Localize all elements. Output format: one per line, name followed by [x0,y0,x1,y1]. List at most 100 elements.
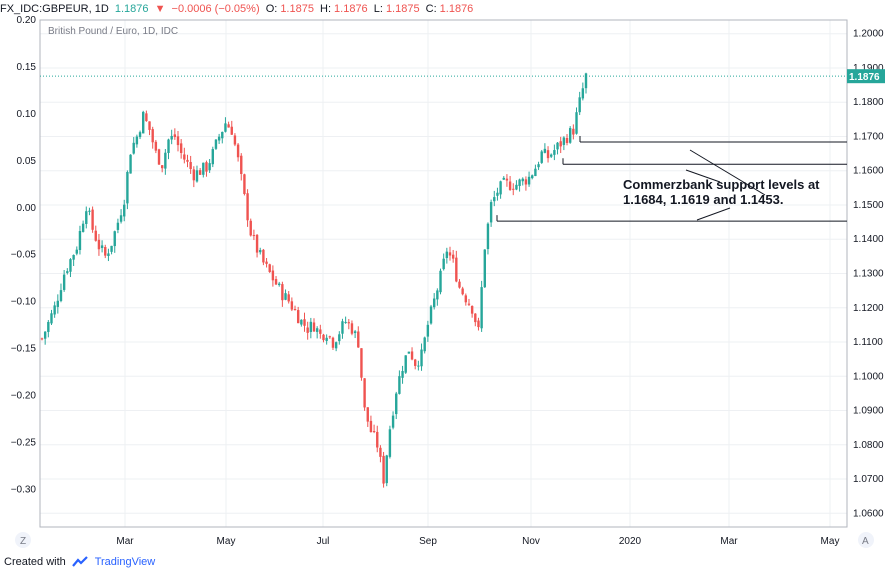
candle-body [556,142,559,150]
left-tick-label: 0.05 [17,156,37,167]
open-value: 1.1875 [280,3,314,15]
candle-body [451,254,455,259]
candle-body [69,259,72,272]
candle-body [376,431,379,448]
price-change: −0.0006 (−0.05%) [171,3,260,15]
candle-body [455,257,458,282]
candle-body [474,313,477,323]
candle-body [186,159,189,162]
candle-body [176,136,180,146]
annotation-line-1: Commerzbank support levels at [623,177,820,192]
candle-body [81,223,85,232]
high-label: H: [320,3,332,15]
right-tick-label: 1.1100 [853,337,883,348]
time-tick-label: 2020 [619,536,642,547]
time-tick-label: Nov [522,536,540,547]
tradingview-brand[interactable]: TradingView [94,556,156,568]
candle-body [584,73,588,89]
annotation: Commerzbank support levels at 1.1684, 1.… [623,177,820,207]
candle-body [40,338,44,340]
candle-body [578,97,581,113]
candle-body [328,336,332,338]
candle-body [100,245,104,249]
candle-body [448,252,452,256]
candle-body [255,234,259,253]
open-label: O: [265,3,278,15]
candle-body [132,142,135,154]
candle-body [426,324,430,337]
time-tick-label: Sep [419,536,437,547]
right-tick-label: 1.2000 [853,29,884,40]
candle-body [208,163,211,171]
candle-body [480,287,483,329]
candle-body [379,447,382,457]
candle-body [183,154,186,160]
candle-body [461,288,464,295]
support-levels [496,135,847,222]
candle-body [157,149,161,165]
candle-body [246,193,249,221]
candle-body [404,355,407,373]
right-tick-label: 1.1900 [853,63,884,74]
left-tick-label: 0.20 [17,15,37,26]
candle-body [145,113,148,122]
candle-body [423,337,426,352]
candle-body [293,309,297,311]
candle-body [240,155,243,174]
corner-right-button[interactable]: A [858,532,874,548]
candle-body [268,264,271,272]
candle-body [385,455,388,484]
candle-body [417,365,420,367]
candle-body [388,429,392,457]
candle-body [357,331,360,348]
candle-body [353,331,357,334]
candle-body [160,165,164,169]
left-tick-label: 0.10 [17,109,37,120]
candle-body [470,305,474,314]
right-tick-label: 1.1200 [853,303,884,314]
candle-body [467,303,471,305]
candle-body [534,168,537,177]
candle-body [233,135,237,145]
candle-body [129,154,132,174]
candle-body [414,359,417,366]
candle-body [489,202,493,223]
time-tick-label: Mar [720,536,738,547]
corner-left-button[interactable]: Z [15,532,31,548]
candle-body [148,121,151,130]
candle-body [499,181,502,195]
candle-body [296,310,300,324]
close-label: C: [425,3,437,15]
candle-body [94,230,97,241]
tradingview-logo-icon [71,556,88,567]
corner-left-label: Z [20,536,26,547]
candle-body [189,161,192,169]
annotation-line-2: 1.1684, 1.1619 and 1.1453. [623,192,783,207]
down-arrow-icon: ▼ [154,3,166,15]
candle-body [281,284,284,301]
candle-body [366,407,369,422]
candle-body [198,170,202,175]
candle-body [537,164,540,168]
candle-body [230,126,233,135]
candle-body [306,327,309,333]
candle-body [217,136,221,141]
candle-body [205,162,208,172]
left-tick-label: 0.15 [17,62,37,73]
created-with-label: Created with [4,556,66,568]
left-tick-label: −0.20 [11,391,37,402]
candle-body [505,178,509,181]
candle-body [445,251,449,259]
candle-body [43,331,47,339]
candle-body [515,184,518,190]
left-tick-label: −0.25 [11,438,37,449]
annotation-arrows [685,149,766,221]
candle-body [382,455,385,484]
candle-body [531,175,534,179]
candle-body [278,283,281,285]
candle-body [192,169,196,181]
right-tick-label: 1.1800 [853,97,884,108]
candle-body [550,154,553,157]
candle-body [221,131,224,139]
